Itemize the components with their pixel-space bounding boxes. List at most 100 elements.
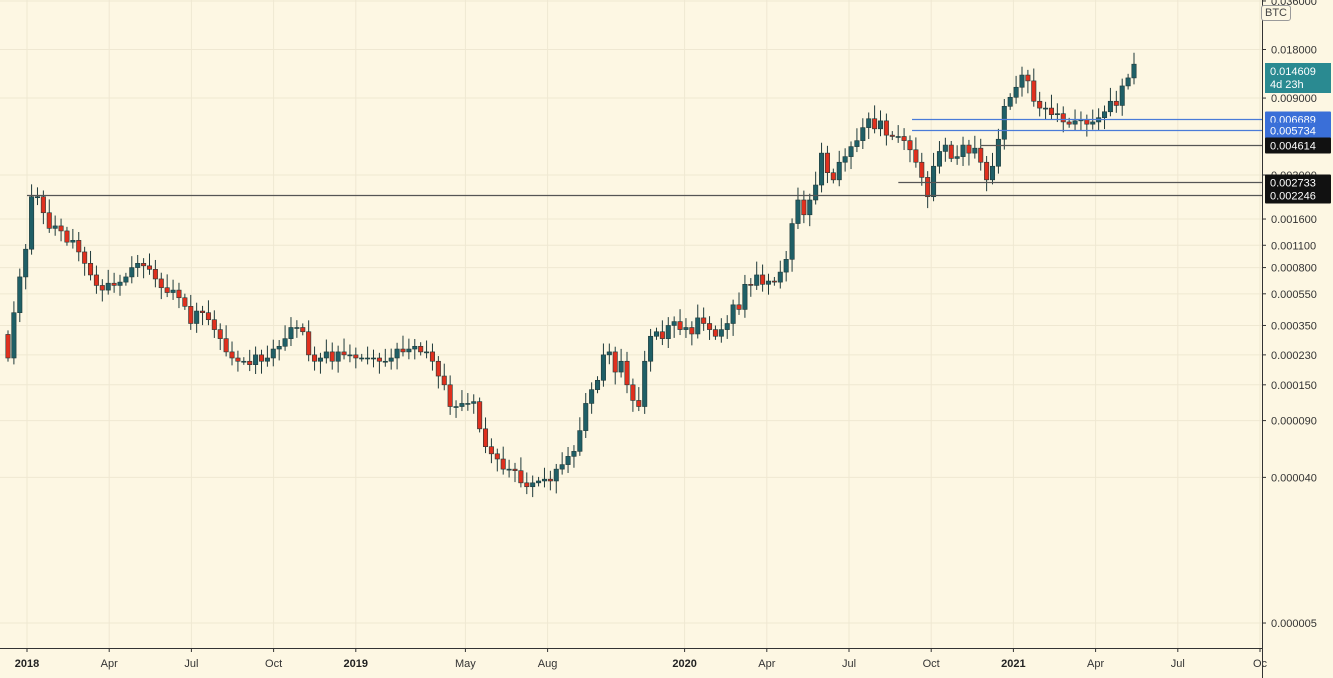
candle-down xyxy=(447,384,453,407)
candle-up xyxy=(931,165,937,198)
candle-down xyxy=(353,354,359,359)
candle-up xyxy=(583,403,589,431)
candle-up xyxy=(276,345,282,350)
symbol-badge[interactable]: BTC xyxy=(1261,5,1291,21)
y-tick-label: 0.000040 xyxy=(1271,472,1317,484)
candle-down xyxy=(247,360,253,365)
candle-up xyxy=(347,354,353,357)
candle-down xyxy=(235,357,241,362)
candle-down xyxy=(76,240,82,253)
candle-up xyxy=(1125,77,1131,87)
candle-up xyxy=(789,223,795,260)
candle-down xyxy=(82,251,88,264)
candle-up xyxy=(1119,85,1125,106)
level-tag-label: 0.002246 xyxy=(1270,191,1316,203)
candle-down xyxy=(901,136,907,141)
x-tick-label: Oct xyxy=(265,658,282,670)
level-tag-bg xyxy=(1265,187,1331,204)
candle-down xyxy=(152,269,158,280)
candle-up xyxy=(294,327,300,329)
current-price-value: 0.014609 xyxy=(1270,66,1316,78)
candle-down xyxy=(176,289,182,299)
y-tick-label: 0.001100 xyxy=(1271,240,1316,252)
x-tick-label: 2018 xyxy=(15,658,39,670)
candle-up xyxy=(23,248,29,278)
candle-up xyxy=(877,120,884,130)
candles xyxy=(5,52,1137,498)
candle-up xyxy=(288,327,294,339)
candle-up xyxy=(795,199,801,224)
candle-up xyxy=(70,240,76,243)
horizontal-levels[interactable] xyxy=(27,118,1262,197)
candle-down xyxy=(146,265,152,270)
candle-down xyxy=(217,329,223,339)
candle-up xyxy=(34,196,40,199)
candle-up xyxy=(954,156,960,159)
candle-up xyxy=(695,317,701,335)
candle-up xyxy=(642,360,648,407)
candle-up xyxy=(589,389,595,404)
candle-down xyxy=(801,199,807,216)
x-tick-label: Aug xyxy=(538,658,558,670)
candle-up xyxy=(1131,63,1137,79)
x-tick-label: Jul xyxy=(1171,658,1185,670)
candle-down xyxy=(689,327,695,335)
y-tick-label: 0.000350 xyxy=(1271,320,1317,332)
candle-up xyxy=(1054,113,1060,115)
candle-down xyxy=(547,478,553,482)
candle-up xyxy=(553,468,559,482)
x-tick-label: Jul xyxy=(184,658,198,670)
candle-up xyxy=(1072,120,1078,125)
candle-down xyxy=(824,152,830,174)
candle-up xyxy=(842,156,848,163)
level-tag-bg xyxy=(1265,122,1331,139)
candle-up xyxy=(807,199,813,216)
candle-up xyxy=(777,271,783,283)
candle-up xyxy=(765,280,772,285)
candle-down xyxy=(200,310,206,314)
candle-down xyxy=(188,306,194,324)
candle-down xyxy=(1048,107,1054,115)
candle-down xyxy=(93,274,99,286)
candle-up xyxy=(370,357,377,360)
candle-up xyxy=(559,464,565,470)
candle-up xyxy=(942,144,948,152)
y-tick-label: 0.000550 xyxy=(1271,289,1317,301)
candle-down xyxy=(258,354,265,362)
candle-down xyxy=(748,284,754,286)
candle-up xyxy=(170,289,176,293)
x-axis: 2018 Apr Jul Oct 2019 May Aug 2020 Apr Jul Oct 2021… xyxy=(15,648,1268,670)
level-tag-label: 0.005734 xyxy=(1270,126,1316,138)
level-tag-bg xyxy=(1265,174,1331,191)
candle-down xyxy=(158,278,164,289)
y-tick-label: 0.018000 xyxy=(1271,45,1317,57)
candle-down xyxy=(1037,100,1043,109)
candle-down xyxy=(636,400,642,407)
candle-up xyxy=(972,147,978,154)
candle-down xyxy=(1066,121,1072,125)
candle-down xyxy=(418,345,424,353)
candle-down xyxy=(512,468,518,472)
candle-up xyxy=(412,345,418,350)
candle-up xyxy=(854,140,860,147)
candle-up xyxy=(990,165,996,181)
candle-up xyxy=(365,357,371,360)
candle-up xyxy=(194,310,200,324)
candle-up xyxy=(813,184,819,201)
x-tick-label: Apr xyxy=(1087,658,1104,670)
candle-down xyxy=(99,285,105,291)
candle-down xyxy=(429,351,435,362)
candle-up xyxy=(129,267,135,278)
candle-up xyxy=(536,480,542,484)
candle-down xyxy=(500,458,506,470)
candle-down xyxy=(164,287,170,293)
candle-up xyxy=(571,451,577,457)
x-tick-label: 2020 xyxy=(672,658,696,670)
candle-down xyxy=(907,140,913,151)
level-tag-label: 0.004614 xyxy=(1270,141,1316,153)
x-tick-label: May xyxy=(455,658,476,670)
candle-up xyxy=(471,401,477,404)
candle-down xyxy=(435,360,441,377)
